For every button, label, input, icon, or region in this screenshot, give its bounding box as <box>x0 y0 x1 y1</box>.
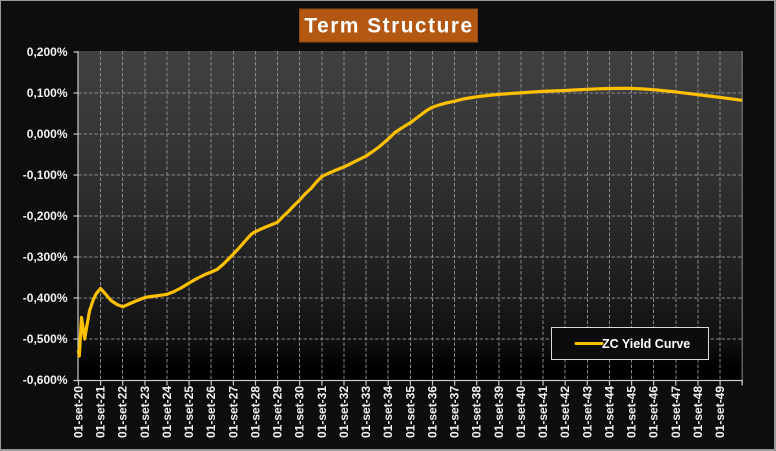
svg-text:-0,500%: -0,500% <box>23 332 68 346</box>
svg-text:01-set-39: 01-set-39 <box>492 386 506 438</box>
svg-text:01-set-20: 01-set-20 <box>72 386 86 438</box>
svg-text:01-set-24: 01-set-24 <box>160 386 174 438</box>
svg-text:01-set-48: 01-set-48 <box>691 386 705 438</box>
svg-text:01-set-26: 01-set-26 <box>204 386 218 438</box>
svg-text:01-set-21: 01-set-21 <box>94 386 108 438</box>
svg-text:01-set-22: 01-set-22 <box>116 386 130 438</box>
svg-text:01-set-30: 01-set-30 <box>293 386 307 438</box>
svg-text:01-set-37: 01-set-37 <box>448 386 462 438</box>
svg-text:ZC Yield Curve: ZC Yield Curve <box>602 337 690 351</box>
svg-text:Term Structure: Term Structure <box>304 14 473 37</box>
svg-text:01-set-25: 01-set-25 <box>182 386 196 438</box>
svg-text:01-set-36: 01-set-36 <box>426 386 440 438</box>
svg-text:01-set-28: 01-set-28 <box>249 386 263 438</box>
svg-text:01-set-44: 01-set-44 <box>603 386 617 438</box>
svg-text:01-set-35: 01-set-35 <box>403 386 417 438</box>
svg-text:-0,300%: -0,300% <box>23 250 68 264</box>
svg-text:-0,200%: -0,200% <box>23 209 68 223</box>
svg-text:01-set-45: 01-set-45 <box>625 386 639 438</box>
svg-text:0,100%: 0,100% <box>27 86 68 100</box>
svg-text:-0,400%: -0,400% <box>23 291 68 305</box>
svg-text:01-set-49: 01-set-49 <box>713 386 727 438</box>
svg-text:01-set-33: 01-set-33 <box>359 386 373 438</box>
svg-text:01-set-46: 01-set-46 <box>647 386 661 438</box>
svg-text:0,000%: 0,000% <box>27 127 68 141</box>
svg-text:01-set-27: 01-set-27 <box>226 386 240 438</box>
svg-text:01-set-43: 01-set-43 <box>580 386 594 438</box>
svg-text:-0,100%: -0,100% <box>23 168 68 182</box>
svg-text:01-set-31: 01-set-31 <box>315 386 329 438</box>
svg-text:-0,600%: -0,600% <box>23 373 68 387</box>
svg-text:01-set-32: 01-set-32 <box>337 386 351 438</box>
svg-text:0,200%: 0,200% <box>27 45 68 59</box>
svg-text:01-set-42: 01-set-42 <box>558 386 572 438</box>
svg-text:01-set-40: 01-set-40 <box>514 386 528 438</box>
svg-text:01-set-38: 01-set-38 <box>470 386 484 438</box>
svg-text:01-set-41: 01-set-41 <box>536 386 550 438</box>
svg-text:01-set-47: 01-set-47 <box>669 386 683 438</box>
svg-text:01-set-34: 01-set-34 <box>381 386 395 438</box>
svg-text:01-set-23: 01-set-23 <box>138 386 152 438</box>
svg-text:01-set-29: 01-set-29 <box>271 386 285 438</box>
